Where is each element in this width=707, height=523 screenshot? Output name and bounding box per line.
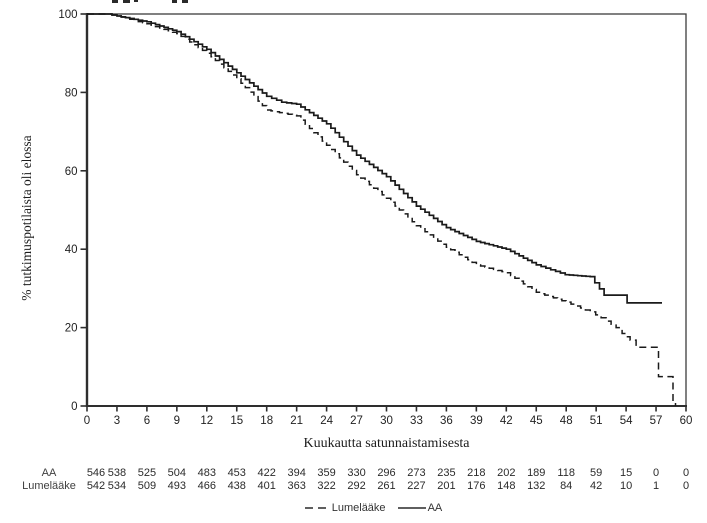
at-risk-count: 330 [347, 467, 366, 479]
x-tick-label: 30 [380, 415, 393, 427]
x-tick-label: 6 [144, 415, 150, 427]
at-risk-count: 189 [527, 467, 546, 479]
y-tick-label: 60 [65, 166, 78, 178]
x-tick-label: 9 [174, 415, 180, 427]
x-tick-label: 45 [530, 415, 543, 427]
y-tick-label: 20 [65, 323, 78, 335]
x-tick-label: 39 [470, 415, 483, 427]
legend: Lumelääke AA [40, 502, 707, 514]
at-risk-count: 363 [287, 480, 306, 492]
at-risk-count: 227 [407, 480, 426, 492]
at-risk-row-lumelaake: Lumelääke 542 534 509 493 466 438 401 363 322 292… [0, 480, 707, 493]
at-risk-row-label: AA [41, 467, 57, 479]
at-risk-count: 42 [590, 480, 603, 492]
legend-line-solid-sample [397, 507, 426, 509]
at-risk-count: 273 [407, 467, 426, 479]
at-risk-count: 218 [467, 467, 486, 479]
at-risk-count: 132 [527, 480, 546, 492]
at-risk-count: 322 [317, 480, 336, 492]
at-risk-count: 15 [619, 467, 633, 479]
at-risk-count: 261 [377, 480, 396, 492]
legend-label-lumelaake: Lumelääke [331, 502, 386, 514]
at-risk-count: 359 [317, 467, 336, 479]
at-risk-count: 483 [197, 467, 216, 479]
at-risk-count: 538 [107, 467, 127, 479]
x-tick-label: 27 [350, 415, 363, 427]
y-tick-label: 0 [71, 401, 77, 413]
y-tick-label: 100 [58, 9, 77, 21]
at-risk-count: 201 [437, 480, 456, 492]
at-risk-count: 493 [167, 480, 187, 492]
x-tick-label: 36 [440, 415, 453, 427]
at-risk-count: 176 [467, 480, 486, 492]
at-risk-row-label: Lumelääke [22, 480, 76, 492]
at-risk-count: 509 [137, 480, 157, 492]
x-tick-label: 33 [410, 415, 423, 427]
x-tick-label: 48 [560, 415, 573, 427]
x-tick-label: 24 [320, 415, 333, 427]
x-tick-label: 15 [230, 415, 243, 427]
y-axis-title: % tutkimuspotilaista oli elossa [19, 135, 34, 301]
at-risk-count: 0 [682, 480, 690, 492]
legend-label-aa: AA [427, 502, 443, 514]
at-risk-count: 118 [557, 467, 575, 479]
y-tick-label: 40 [65, 244, 78, 256]
at-risk-count: 292 [347, 480, 366, 492]
x-tick-label: 12 [200, 415, 213, 427]
at-risk-count: 422 [257, 467, 276, 479]
at-risk-count: 453 [227, 467, 246, 479]
cropped-text-artifact [112, 0, 188, 3]
x-tick-label: 51 [590, 415, 603, 427]
at-risk-count: 401 [257, 480, 276, 492]
x-axis-title: Kuukautta satunnaistamisesta [303, 436, 470, 451]
at-risk-count: 0 [652, 467, 660, 479]
at-risk-count: 202 [497, 467, 516, 479]
at-risk-count: 84 [560, 480, 573, 492]
at-risk-count: 394 [287, 467, 306, 479]
at-risk-count: 546 [86, 467, 106, 479]
at-risk-count: 1 [652, 480, 660, 492]
at-risk-count: 534 [107, 480, 127, 492]
at-risk-row-aa: AA 546 538 525 504 483 453 422 394 359 330 296 273 2… [0, 467, 707, 480]
x-tick-label: 18 [260, 415, 273, 427]
series-aa-solid [87, 13, 662, 304]
series-lumelaake-dashed [87, 13, 677, 406]
y-tick-label: 80 [65, 87, 78, 99]
at-risk-count: 466 [197, 480, 216, 492]
x-tick-label: 3 [114, 415, 120, 427]
x-tick-label: 60 [680, 415, 693, 427]
x-tick-label: 54 [620, 415, 633, 427]
legend-line-dashed-sample [304, 507, 330, 509]
at-risk-count: 148 [497, 480, 516, 492]
at-risk-count: 0 [682, 467, 690, 479]
at-risk-count: 59 [590, 467, 603, 479]
x-tick-label: 42 [500, 415, 513, 427]
at-risk-count: 525 [137, 467, 157, 479]
x-tick-label: 0 [84, 415, 90, 427]
at-risk-count: 296 [377, 467, 396, 479]
at-risk-count: 10 [619, 480, 633, 492]
x-tick-label: 57 [650, 415, 663, 427]
plot-border [86, 13, 687, 407]
at-risk-count: 542 [86, 480, 106, 492]
at-risk-count: 235 [437, 467, 456, 479]
at-risk-count: 438 [227, 480, 246, 492]
at-risk-count: 504 [167, 467, 187, 479]
x-tick-label: 21 [290, 415, 303, 427]
